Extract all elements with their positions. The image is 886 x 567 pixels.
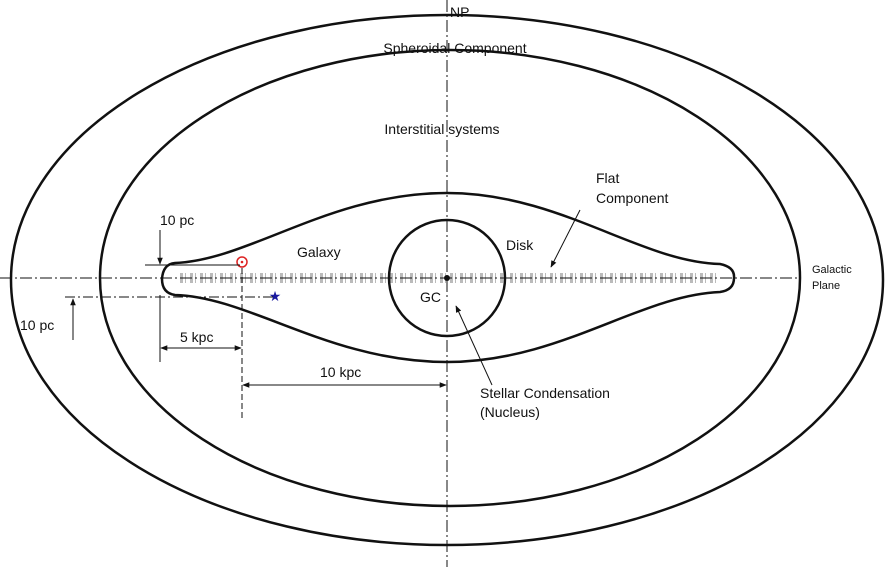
label: Plane — [812, 280, 840, 292]
label: 10 pc — [160, 212, 194, 228]
label: 5 kpc — [180, 329, 213, 345]
pointer-arrow — [550, 209, 581, 268]
label: GC — [420, 289, 441, 305]
flat-component — [160, 191, 736, 364]
label: 10 pc — [20, 317, 54, 333]
label: Disk — [506, 237, 534, 253]
label: Galactic — [812, 264, 852, 276]
label: Interstitial systems — [384, 121, 499, 137]
label: Flat — [596, 170, 619, 186]
sun-symbol — [236, 256, 248, 268]
label: (Nucleus) — [480, 404, 540, 420]
pointer-arrow — [455, 305, 493, 386]
label: Stellar Condensation — [480, 385, 610, 401]
label: NP — [450, 4, 469, 20]
sun-dot — [240, 260, 244, 264]
star-symbol: ★ — [269, 288, 282, 304]
label: Spheroidal Component — [383, 40, 526, 56]
label: 10 kpc — [320, 364, 361, 380]
label: Component — [596, 190, 668, 206]
label: Galaxy — [297, 244, 341, 260]
